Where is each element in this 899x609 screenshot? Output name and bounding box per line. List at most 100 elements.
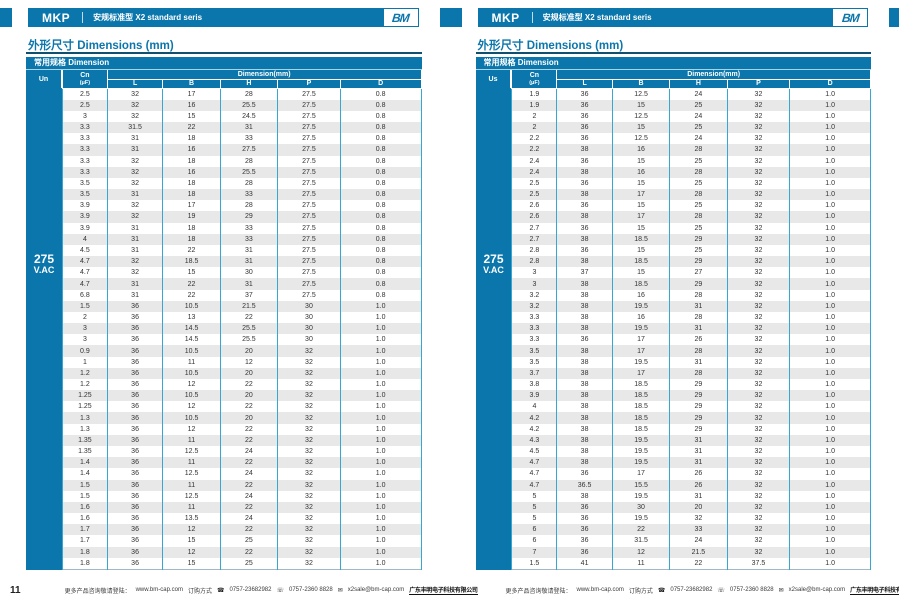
- table-cell: 13.5: [162, 513, 221, 525]
- table-cell: 1.0: [789, 155, 871, 167]
- table-cell: 32: [277, 401, 341, 413]
- bm-logo-text: BM: [840, 10, 860, 25]
- table-cell: 15: [611, 155, 670, 167]
- table-row: 1.6 36 13.5 24 32 1.0: [61, 513, 422, 525]
- table-cell: 27.5: [277, 256, 341, 268]
- table-body: 2.5 32 17 28 27.5 0.8 2.5 32 16 25.5 27.5 0.8 3 32 15 2…: [61, 88, 422, 570]
- table-row: 2.6 38 17 28 32 1.0: [511, 211, 871, 223]
- voltage-column-header: Un: [26, 70, 62, 88]
- table-cell: 27.5: [277, 211, 341, 223]
- table-band-title: 常用规格 Dimension: [26, 57, 422, 70]
- table-cell: 1.8: [61, 546, 108, 558]
- voltage-cell: 275 V.AC: [476, 88, 512, 570]
- table-cell: 41: [556, 557, 613, 570]
- table-cell: 36: [106, 535, 163, 547]
- table-head: Cn (μF) Dimension(mm) L B H P D: [511, 70, 871, 89]
- table-cell: 12: [162, 546, 221, 558]
- table-cell: 19.5: [611, 356, 670, 368]
- table-cell: 1.4: [61, 457, 108, 469]
- table-cell: 17: [611, 468, 670, 480]
- table-cell: 36: [106, 557, 163, 570]
- table-cell: 31.5: [611, 535, 670, 547]
- table-cell: 32: [726, 423, 790, 435]
- table-cell: 32: [106, 110, 163, 123]
- table-cell: 26: [669, 468, 728, 480]
- voltage-column: Us 275 V.AC: [475, 70, 512, 570]
- table-cell: 2: [511, 110, 557, 123]
- footer-website-link[interactable]: www.bm-cap.com: [135, 587, 183, 593]
- table-row: 3.3 36 17 26 32 1.0: [511, 334, 871, 346]
- table-cell: 31: [219, 278, 278, 290]
- table-cell: 1.0: [789, 524, 871, 536]
- table-cell: 36: [106, 479, 163, 491]
- table-cell: 11: [162, 356, 221, 368]
- table-cell: 25: [669, 122, 728, 134]
- table-cell: 22: [669, 557, 728, 570]
- table-cell: 32: [726, 110, 790, 123]
- bm-logo-text: BM: [391, 10, 410, 25]
- table-cell: 31: [219, 122, 278, 134]
- table-cell: 38: [556, 423, 613, 435]
- table-cell: 27.5: [277, 244, 341, 257]
- table-cell: 0.8: [339, 244, 422, 257]
- table-cell: 32: [726, 222, 790, 234]
- table-row: 5 36 19.5 32 32 1.0: [511, 513, 871, 525]
- column-header-H: H: [219, 79, 279, 89]
- table-cell: 32: [277, 457, 341, 469]
- table-cell: 15: [611, 122, 670, 134]
- table-cell: 36: [556, 122, 613, 134]
- table-cell: 32: [106, 211, 163, 223]
- table-row: 2.2 36 12.5 24 32 1.0: [511, 133, 871, 145]
- table-cell: 6.8: [61, 289, 108, 301]
- table-cell: 4.7: [61, 267, 108, 279]
- table-cell: 3: [61, 334, 108, 346]
- table-row: 3.9 38 18.5 29 32 1.0: [511, 390, 871, 402]
- table-cell: 2.2: [511, 144, 557, 156]
- table-cell: 22: [219, 524, 278, 536]
- table-cell: 0.8: [339, 177, 422, 190]
- footer-email-link[interactable]: x2sale@bm-cap.com: [788, 587, 846, 593]
- table-cell: 38: [556, 390, 613, 402]
- table-cell: 32: [277, 557, 341, 570]
- table-cell: 37.5: [726, 557, 790, 570]
- table-cell: 38: [556, 367, 613, 379]
- table-cell: 38: [556, 401, 613, 413]
- footer-website-link[interactable]: www.bm-cap.com: [576, 587, 624, 593]
- table-row: 5 36 30 20 32 1.0: [511, 501, 871, 514]
- table-cell: 3.3: [61, 144, 108, 156]
- voltage-value: 275: [483, 251, 504, 266]
- table-cell: 32: [726, 300, 790, 312]
- table-cell: 25: [219, 557, 278, 570]
- table-cell: 32: [726, 99, 790, 111]
- table-cell: 36: [106, 468, 163, 480]
- table-cell: 1.0: [789, 412, 871, 424]
- table-cell: 4.7: [511, 468, 557, 480]
- table-cell: 3.9: [61, 222, 108, 234]
- table-cell: 31: [669, 457, 728, 469]
- table-row: 4.7 36.5 15.5 26 32 1.0: [511, 479, 871, 491]
- table-cell: 1.0: [339, 356, 422, 368]
- table-cell: 32: [726, 401, 790, 413]
- table-cell: 38: [556, 412, 613, 424]
- table-cell: 1.0: [789, 122, 871, 134]
- table-cell: 2.5: [511, 177, 557, 190]
- table-cell: 27.5: [277, 189, 341, 201]
- table-cell: 38: [556, 345, 613, 357]
- table-cell: 1.0: [339, 390, 422, 402]
- table-cell: 16: [611, 166, 670, 178]
- footer-email-link[interactable]: x2sale@bm-cap.com: [347, 587, 405, 593]
- table-cell: 1.0: [789, 457, 871, 469]
- table-cell: 1.25: [61, 401, 108, 413]
- table-cell: 36: [106, 345, 163, 357]
- table-row: 1.5 36 12.5 24 32 1.0: [61, 490, 422, 502]
- table-cell: 32: [726, 356, 790, 368]
- table-cell: 25: [669, 99, 728, 111]
- table-row: 3.3 32 16 25.5 27.5 0.8: [61, 166, 422, 178]
- table-cell: 32: [726, 345, 790, 357]
- table-cell: 1.7: [61, 524, 108, 536]
- table-grid: Us 275 V.AC Cn: [475, 70, 871, 570]
- table-cell: 38: [556, 300, 613, 312]
- header-title-bar: MKP 安规标准型 X2 standard seris: [477, 8, 832, 27]
- table-cell: 32: [726, 446, 790, 458]
- table-cell: 15: [611, 267, 670, 279]
